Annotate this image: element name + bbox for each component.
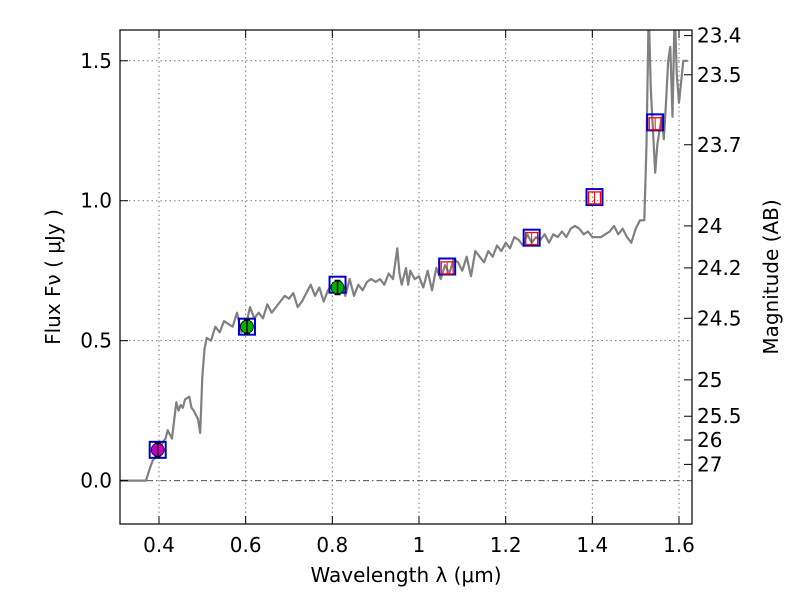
model-photometry-point bbox=[148, 440, 167, 459]
y-tick-label: 1.0 bbox=[80, 189, 112, 213]
magnitude-tick-label: 23.5 bbox=[697, 63, 742, 87]
right-axis-title: Magnitude (AB) bbox=[759, 199, 783, 354]
magnitude-tick-label: 24.2 bbox=[697, 256, 742, 280]
magnitude-tick-label: 27 bbox=[697, 452, 722, 476]
spectrum-group bbox=[120, 30, 688, 482]
magnitude-tick-label: 26 bbox=[697, 428, 722, 452]
y-tick-label: 1.5 bbox=[80, 49, 112, 73]
x-tick-label: 1.4 bbox=[576, 533, 608, 557]
x-tick-label: 0.4 bbox=[143, 533, 175, 557]
model-photometry-point bbox=[585, 188, 604, 207]
magnitude-tick-label: 23.7 bbox=[697, 133, 742, 157]
magnitude-tick-label: 24 bbox=[697, 214, 722, 238]
y-axis-ticks: 0.0 0.5 1.0 1.5 bbox=[80, 49, 128, 493]
x-tick-label: 1.2 bbox=[490, 533, 522, 557]
spectrum-line bbox=[120, 30, 688, 482]
x-tick-label: 0.6 bbox=[230, 533, 262, 557]
upper-limit-point bbox=[648, 117, 662, 131]
photometry-group bbox=[148, 113, 665, 459]
plot-frame bbox=[119, 29, 693, 525]
magnitude-tick-label: 25 bbox=[697, 368, 722, 392]
upper-limit-point bbox=[587, 191, 602, 205]
magnitude-tick-label: 23.4 bbox=[697, 24, 742, 48]
model-photometry-point bbox=[522, 228, 541, 247]
y-tick-label: 0.5 bbox=[80, 329, 112, 353]
x-axis-title: Wavelength λ (μm) bbox=[310, 563, 501, 587]
upper-limit-point bbox=[525, 231, 539, 246]
x-axis-ticks: 0.4 0.6 0.8 1 1.2 1.4 1.6 bbox=[143, 30, 695, 557]
upper-limit-point bbox=[440, 261, 454, 275]
model-photometry-point bbox=[237, 317, 256, 336]
magnitude-tick-label: 25.5 bbox=[697, 404, 742, 428]
x-tick-label: 1 bbox=[413, 533, 426, 557]
x-tick-label: 1.6 bbox=[663, 533, 695, 557]
y-axis-title: Flux Fν ( μJy ) bbox=[41, 209, 65, 345]
y-tick-label: 0.0 bbox=[80, 469, 112, 493]
grid-lines bbox=[120, 30, 692, 524]
x-tick-label: 0.8 bbox=[316, 533, 348, 557]
magnitude-tick-label: 24.5 bbox=[697, 306, 742, 330]
